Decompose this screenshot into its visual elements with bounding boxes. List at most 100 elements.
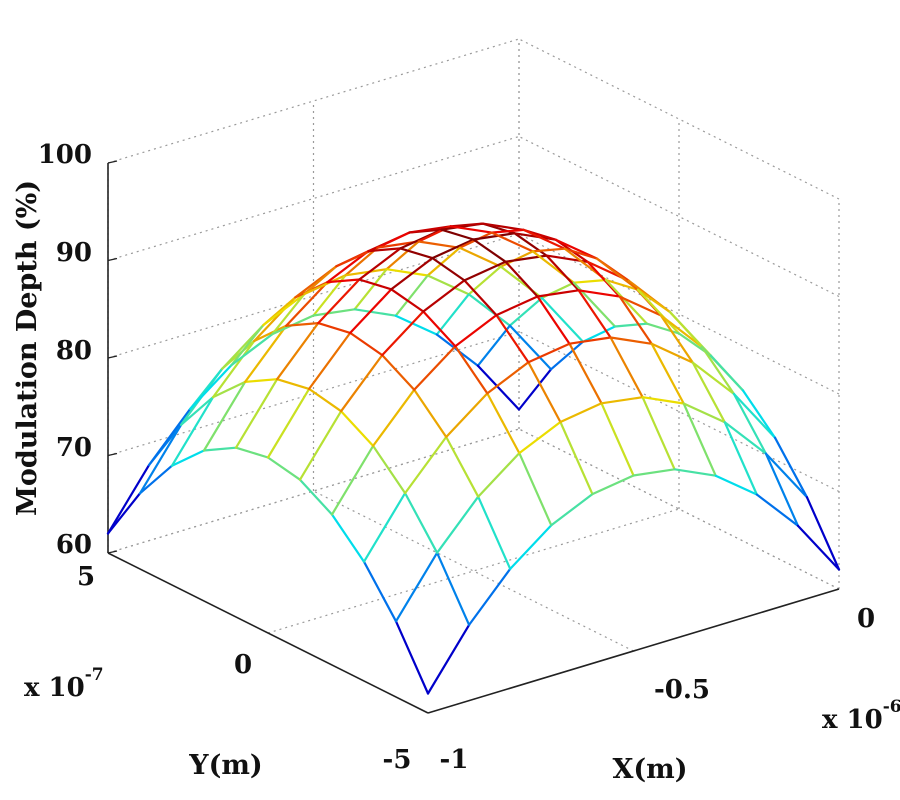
mesh-segment	[445, 435, 480, 498]
mesh-segment	[212, 339, 256, 399]
mesh-segment	[636, 288, 681, 335]
mesh-segment	[394, 314, 438, 336]
mesh-segment	[714, 474, 758, 496]
mesh-segment	[138, 423, 183, 495]
mesh-segment	[645, 322, 681, 335]
mesh-segment	[372, 388, 416, 447]
mesh-segment	[509, 524, 553, 571]
mesh-segment	[604, 278, 649, 325]
mesh-segment	[385, 268, 429, 277]
grid-line-z-right	[518, 38, 840, 200]
mesh-segment	[189, 364, 233, 410]
tick-labels: 100 90 80 70 60 5 0 -5 -1 -0.5 0 x 10-7 …	[24, 140, 900, 775]
mesh-segment	[330, 444, 375, 516]
mesh-segment	[568, 342, 603, 405]
z-tick-80: 80	[56, 336, 92, 366]
surface-mesh	[106, 222, 841, 695]
mesh-segment	[490, 231, 534, 253]
mesh-segment	[308, 331, 352, 390]
mesh-segment	[559, 420, 594, 496]
mesh-segment	[271, 292, 306, 336]
mesh-segment	[518, 452, 553, 527]
mesh-segment	[559, 402, 603, 424]
mesh-segment	[641, 396, 685, 405]
mesh-segment	[609, 336, 653, 345]
mesh-segment	[650, 342, 685, 405]
mesh-segment	[531, 247, 566, 253]
mesh-segment	[764, 452, 800, 527]
mesh-segment	[632, 468, 676, 477]
mesh-segment	[330, 513, 366, 563]
axis-labels: Modulation Depth (%) Y(m) X(m)	[12, 180, 688, 785]
mesh-segment	[572, 281, 617, 328]
mesh-segment	[495, 295, 539, 317]
mesh-segment	[413, 345, 457, 391]
mesh-segment	[372, 444, 407, 495]
mesh-segment	[591, 474, 635, 496]
mesh-segment	[508, 324, 553, 371]
mesh-segment	[618, 295, 662, 317]
mesh-segment	[266, 456, 302, 481]
mesh-segment	[577, 289, 621, 298]
mesh-segment	[106, 492, 142, 535]
grid-line-z-back	[107, 38, 520, 164]
mesh-segment	[106, 463, 151, 535]
mesh-segment	[390, 257, 434, 291]
z-tick-mark	[107, 550, 118, 554]
mesh-segment	[472, 238, 507, 263]
mesh-segment	[454, 314, 498, 348]
mesh-segment	[458, 246, 502, 268]
mesh-segment	[394, 620, 430, 695]
mesh-segment	[276, 322, 320, 381]
mesh-segment	[490, 228, 525, 234]
mesh-segment	[550, 493, 594, 527]
mesh-segment	[773, 436, 809, 499]
y-tick-neg5: -5	[383, 745, 412, 775]
mesh-segment	[467, 293, 511, 327]
mesh-segment	[764, 452, 809, 499]
mesh-segment	[394, 274, 429, 317]
grid-line-y-floor	[267, 508, 680, 634]
mesh-segment	[349, 331, 384, 357]
mesh-segment	[650, 342, 694, 364]
mesh-segment	[436, 551, 471, 627]
mesh-segment	[486, 361, 530, 395]
mesh-segment	[381, 310, 425, 357]
z-tick-mark	[107, 452, 118, 457]
x-axis-line	[427, 588, 840, 714]
mesh-segment	[691, 361, 736, 395]
z-tick-mark	[107, 160, 118, 164]
x-multiplier: x 10-6	[822, 697, 900, 735]
mesh-segment	[276, 378, 311, 390]
mesh-segment	[613, 322, 649, 328]
mesh-segment	[495, 314, 530, 364]
grid-line-x-floor	[313, 490, 634, 652]
mesh-segment	[581, 325, 617, 343]
mesh-segment	[353, 268, 388, 311]
mesh-segment	[362, 492, 407, 563]
mesh-segment	[436, 495, 480, 554]
mesh-segment	[659, 314, 694, 364]
mesh-segment	[431, 257, 466, 282]
mesh-segment	[682, 402, 717, 477]
mesh-segment	[326, 250, 370, 284]
mesh-segment	[170, 449, 206, 467]
mesh-segment	[404, 435, 448, 495]
x-axis-label: X(m)	[612, 754, 687, 785]
mesh-segment	[463, 279, 498, 317]
mesh-segment	[691, 361, 726, 424]
y-tick-5: 5	[77, 562, 95, 592]
mesh-segment	[477, 452, 521, 498]
mesh-segment	[604, 278, 640, 291]
mesh-segment	[298, 478, 334, 516]
mesh-segment	[636, 288, 672, 314]
z-tick-100: 100	[38, 140, 92, 170]
mesh-segment	[212, 380, 247, 399]
mesh-segment	[517, 368, 553, 411]
mesh-segment	[408, 225, 452, 234]
mesh-segment	[358, 247, 402, 281]
mesh-segment	[234, 446, 270, 459]
mesh-segment	[413, 388, 448, 439]
mesh-segment	[326, 278, 361, 284]
